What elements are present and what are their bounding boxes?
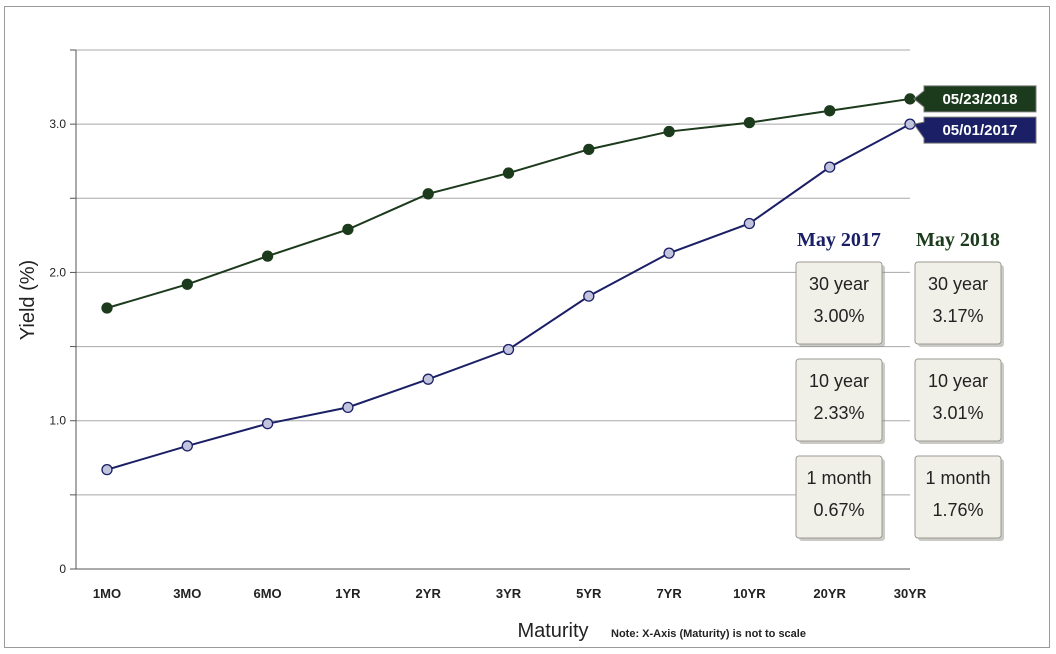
data-point xyxy=(824,161,836,173)
data-point xyxy=(101,302,113,314)
summary-boxes: May 2017 30 year 3.00% 10 year 2.33% 1 month 0… xyxy=(795,229,1004,541)
data-point xyxy=(342,401,354,414)
summary-box-label: 10 year xyxy=(928,371,988,391)
summary-box-bg xyxy=(795,261,883,345)
summary-box-label: 1 month xyxy=(806,468,871,488)
summary-box-bg xyxy=(914,455,1002,539)
summary-box: 30 year 3.17% xyxy=(914,261,1004,347)
series-flag-label: 05/01/2017 xyxy=(942,122,1017,139)
data-point xyxy=(663,247,675,259)
y-tick-label: 1.0 xyxy=(49,414,66,428)
y-axis-title: Yield (%) xyxy=(17,260,39,340)
data-point xyxy=(502,343,515,356)
summary-box-value: 3.01% xyxy=(932,403,983,423)
series-flag-shape xyxy=(913,85,1037,113)
summary-box-value: 3.00% xyxy=(813,306,864,326)
x-tick-label: 3MO xyxy=(173,586,201,601)
data-point xyxy=(422,188,434,200)
summary-column-header: May 2018 xyxy=(916,229,1000,251)
summary-box: 1 month 0.67% xyxy=(795,455,885,541)
data-point xyxy=(181,440,193,452)
x-axis-note: Note: X-Axis (Maturity) is not to scale xyxy=(611,628,806,640)
data-point xyxy=(181,278,193,290)
data-point xyxy=(583,143,595,156)
summary-box-value: 3.17% xyxy=(932,306,983,326)
summary-box-bg xyxy=(795,358,883,442)
data-point xyxy=(824,105,836,117)
x-tick-label: 7YR xyxy=(656,586,682,601)
summary-box: 10 year 3.01% xyxy=(914,358,1004,444)
x-tick-label: 6MO xyxy=(254,586,282,601)
series-line xyxy=(106,97,911,309)
data-point xyxy=(261,250,274,262)
data-point xyxy=(342,223,354,236)
summary-box-bg xyxy=(795,455,883,539)
series-lines xyxy=(101,93,916,476)
series-flag: 05/01/2017 xyxy=(913,116,1037,144)
x-tick-label: 20YR xyxy=(813,586,846,601)
summary-box-label: 30 year xyxy=(809,274,869,294)
x-tick-label: 5YR xyxy=(576,586,602,601)
series-flag-label: 05/23/2018 xyxy=(942,91,1017,108)
data-point xyxy=(101,463,113,476)
data-point xyxy=(743,217,756,230)
summary-box: 30 year 3.00% xyxy=(795,261,885,347)
x-tick-label: 1YR xyxy=(335,586,361,601)
x-axis-title: Maturity xyxy=(517,620,588,642)
summary-box-bg xyxy=(914,261,1002,345)
x-tick-label: 3YR xyxy=(496,586,522,601)
summary-box: 1 month 1.76% xyxy=(914,455,1004,541)
data-point xyxy=(743,117,756,129)
summary-box-value: 1.76% xyxy=(932,500,983,520)
data-point xyxy=(583,290,595,302)
x-tick-label: 10YR xyxy=(733,586,766,601)
series-flag: 05/23/2018 xyxy=(913,85,1037,113)
summary-box: 10 year 2.33% xyxy=(795,358,885,444)
x-tick-label: 2YR xyxy=(416,586,442,601)
data-point xyxy=(422,373,434,385)
summary-box-bg xyxy=(914,358,1002,442)
summary-box-label: 30 year xyxy=(928,274,988,294)
data-point xyxy=(502,167,515,179)
summary-box-label: 10 year xyxy=(809,371,869,391)
summary-box-value: 0.67% xyxy=(813,500,864,520)
series-1 xyxy=(101,118,916,476)
y-tick-label: 2.0 xyxy=(49,265,66,279)
data-point xyxy=(261,418,274,430)
summary-box-label: 1 month xyxy=(925,468,990,488)
grid-lines xyxy=(76,49,910,570)
y-tick-label: 3.0 xyxy=(49,117,66,131)
summary-box-value: 2.33% xyxy=(813,403,864,423)
series-flag-shape xyxy=(913,116,1037,144)
series-0 xyxy=(101,93,916,314)
series-flags: 05/23/2018 05/01/2017 xyxy=(913,85,1037,144)
summary-column: May 2017 30 year 3.00% 10 year 2.33% 1 month 0… xyxy=(795,229,885,541)
x-tick-label: 1MO xyxy=(93,586,121,601)
summary-column-header: May 2017 xyxy=(797,229,881,251)
data-point xyxy=(663,125,675,138)
axes: 0 1.0 2.0 3.0 1MO 3MO 6MO 1YR 2YR 3YR 5YR 7YR 10YR 20… xyxy=(49,49,927,601)
x-tick-label: 30YR xyxy=(894,586,927,601)
y-tick-label: 0 xyxy=(59,562,66,576)
